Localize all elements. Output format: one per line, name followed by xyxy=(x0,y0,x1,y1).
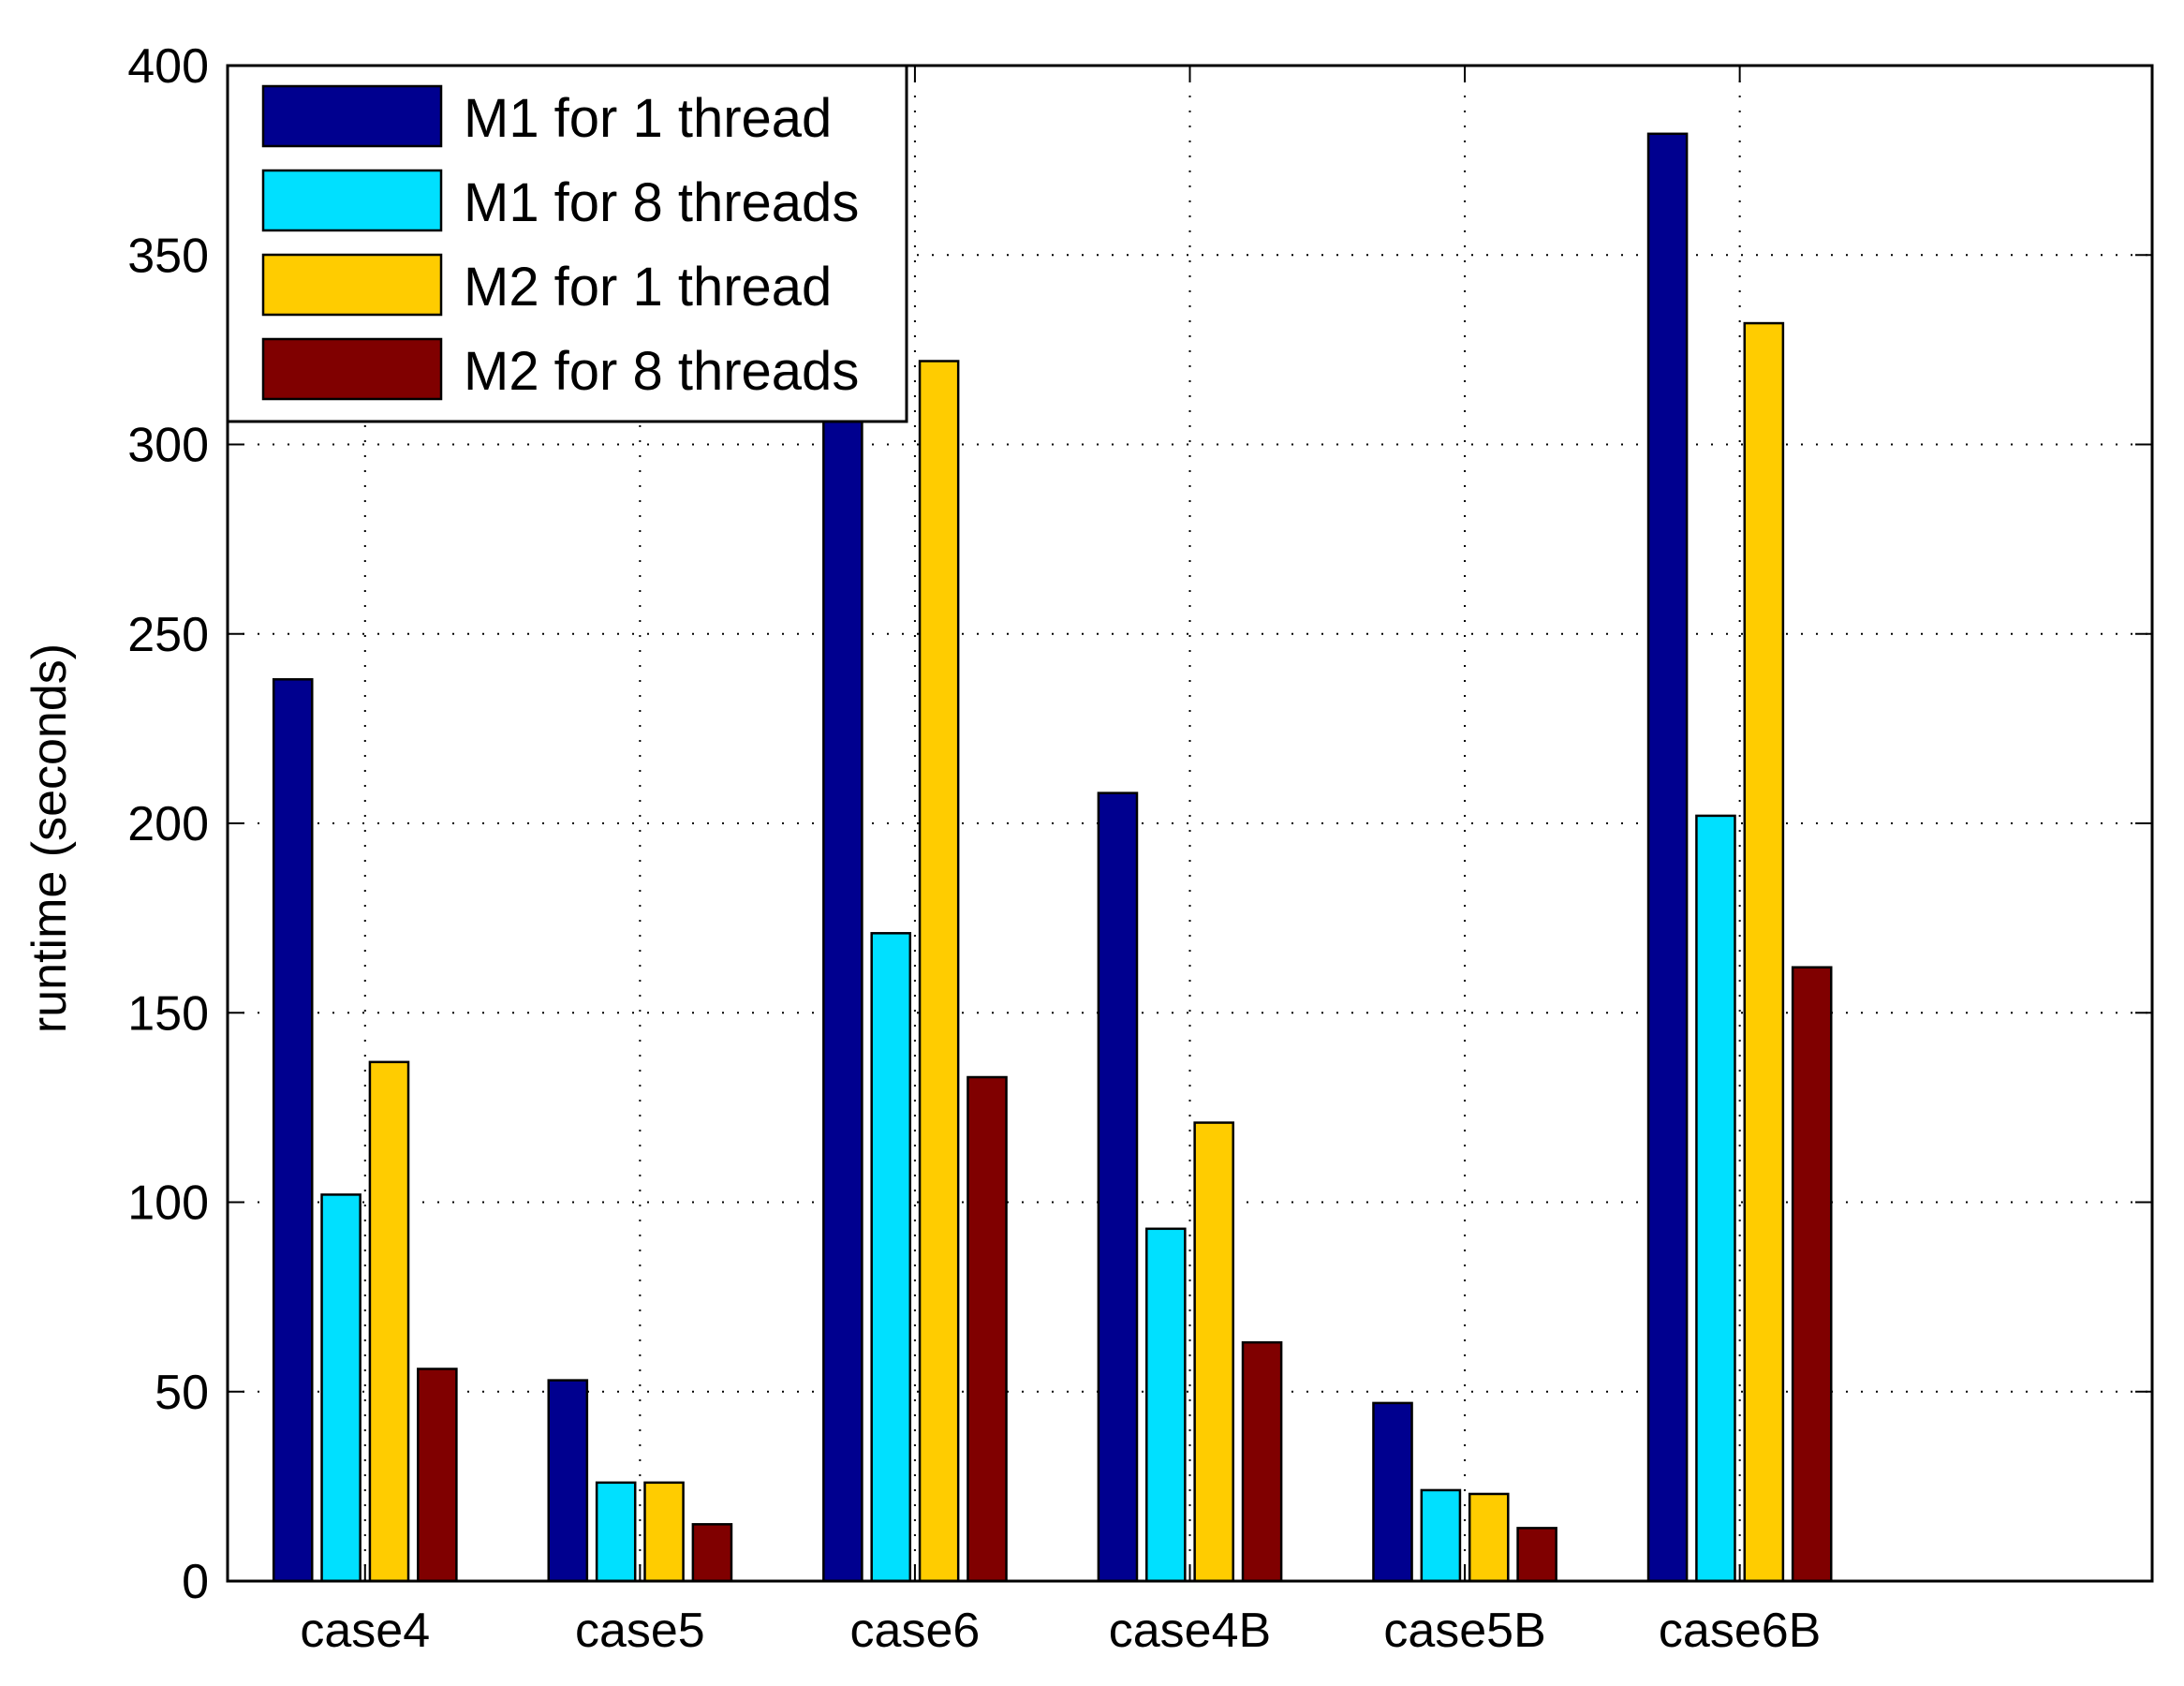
bar-case5B-series-2 xyxy=(1420,1488,1462,1583)
bar-case5-series-1 xyxy=(547,1379,589,1583)
y-tick-label: 400 xyxy=(127,39,209,94)
bar-case6B-series-3 xyxy=(1743,321,1785,1583)
legend-label-1: M1 for 1 thread xyxy=(464,88,832,149)
bar-case4-series-3 xyxy=(368,1060,410,1583)
y-tick-label: 350 xyxy=(127,229,209,283)
legend-label-4: M2 for 8 threads xyxy=(464,341,859,402)
bar-case4-series-1 xyxy=(272,678,314,1583)
legend-swatch-4 xyxy=(261,337,443,401)
bar-case6-series-3 xyxy=(918,360,960,1583)
y-tick-label: 0 xyxy=(182,1555,209,1609)
axes: 0 50 100 150 200 250 300 350 400 case4 case5 case6 c… xyxy=(127,39,2154,1658)
y-tick-label: 250 xyxy=(127,608,209,662)
legend-label-3: M2 for 1 thread xyxy=(464,257,832,318)
x-tick-label: case6B xyxy=(1659,1604,1821,1658)
bar-case5-series-2 xyxy=(595,1481,637,1583)
bar-case4B-series-3 xyxy=(1193,1121,1234,1583)
y-tick-label: 200 xyxy=(127,797,209,851)
legend-swatch-3 xyxy=(261,253,443,317)
legend: M1 for 1 thread M1 for 8 threads M2 for 1 … xyxy=(226,64,908,423)
bar-case5B-series-3 xyxy=(1468,1492,1510,1583)
x-tick-label: case4 xyxy=(300,1604,430,1658)
bar-case5-series-4 xyxy=(691,1523,733,1583)
plot-frame xyxy=(226,64,2154,1583)
bar-case5B-series-1 xyxy=(1372,1401,1413,1583)
bar-case6-series-4 xyxy=(967,1075,1008,1583)
y-tick-label: 150 xyxy=(127,986,209,1041)
bar-case5B-series-4 xyxy=(1516,1527,1557,1583)
y-tick-label: 50 xyxy=(155,1366,209,1420)
legend-label-2: M1 for 8 threads xyxy=(464,172,859,233)
bar-case4-series-4 xyxy=(417,1368,458,1583)
y-axis-title: runtime (seconds) xyxy=(22,643,77,1033)
bar-case4-series-2 xyxy=(320,1193,362,1583)
y-tick-label: 300 xyxy=(127,419,209,473)
x-tick-label: case5B xyxy=(1383,1604,1545,1658)
bar-case5-series-3 xyxy=(643,1481,685,1583)
legend-swatch-1 xyxy=(261,84,443,148)
legend-swatch-2 xyxy=(261,169,443,232)
bar-case6B-series-1 xyxy=(1646,132,1689,1583)
x-tick-label: case6 xyxy=(850,1604,981,1658)
bar-case6B-series-4 xyxy=(1791,966,1833,1583)
bar-case4B-series-4 xyxy=(1241,1340,1283,1583)
y-tick-label: 100 xyxy=(127,1176,209,1231)
x-tick-label: case4B xyxy=(1109,1604,1271,1658)
bar-case4B-series-2 xyxy=(1145,1227,1187,1583)
bar-case6-series-2 xyxy=(870,932,912,1583)
bar-case4B-series-1 xyxy=(1097,791,1139,1583)
x-tick-label: case5 xyxy=(575,1604,705,1658)
bar-case6B-series-2 xyxy=(1695,814,1736,1583)
